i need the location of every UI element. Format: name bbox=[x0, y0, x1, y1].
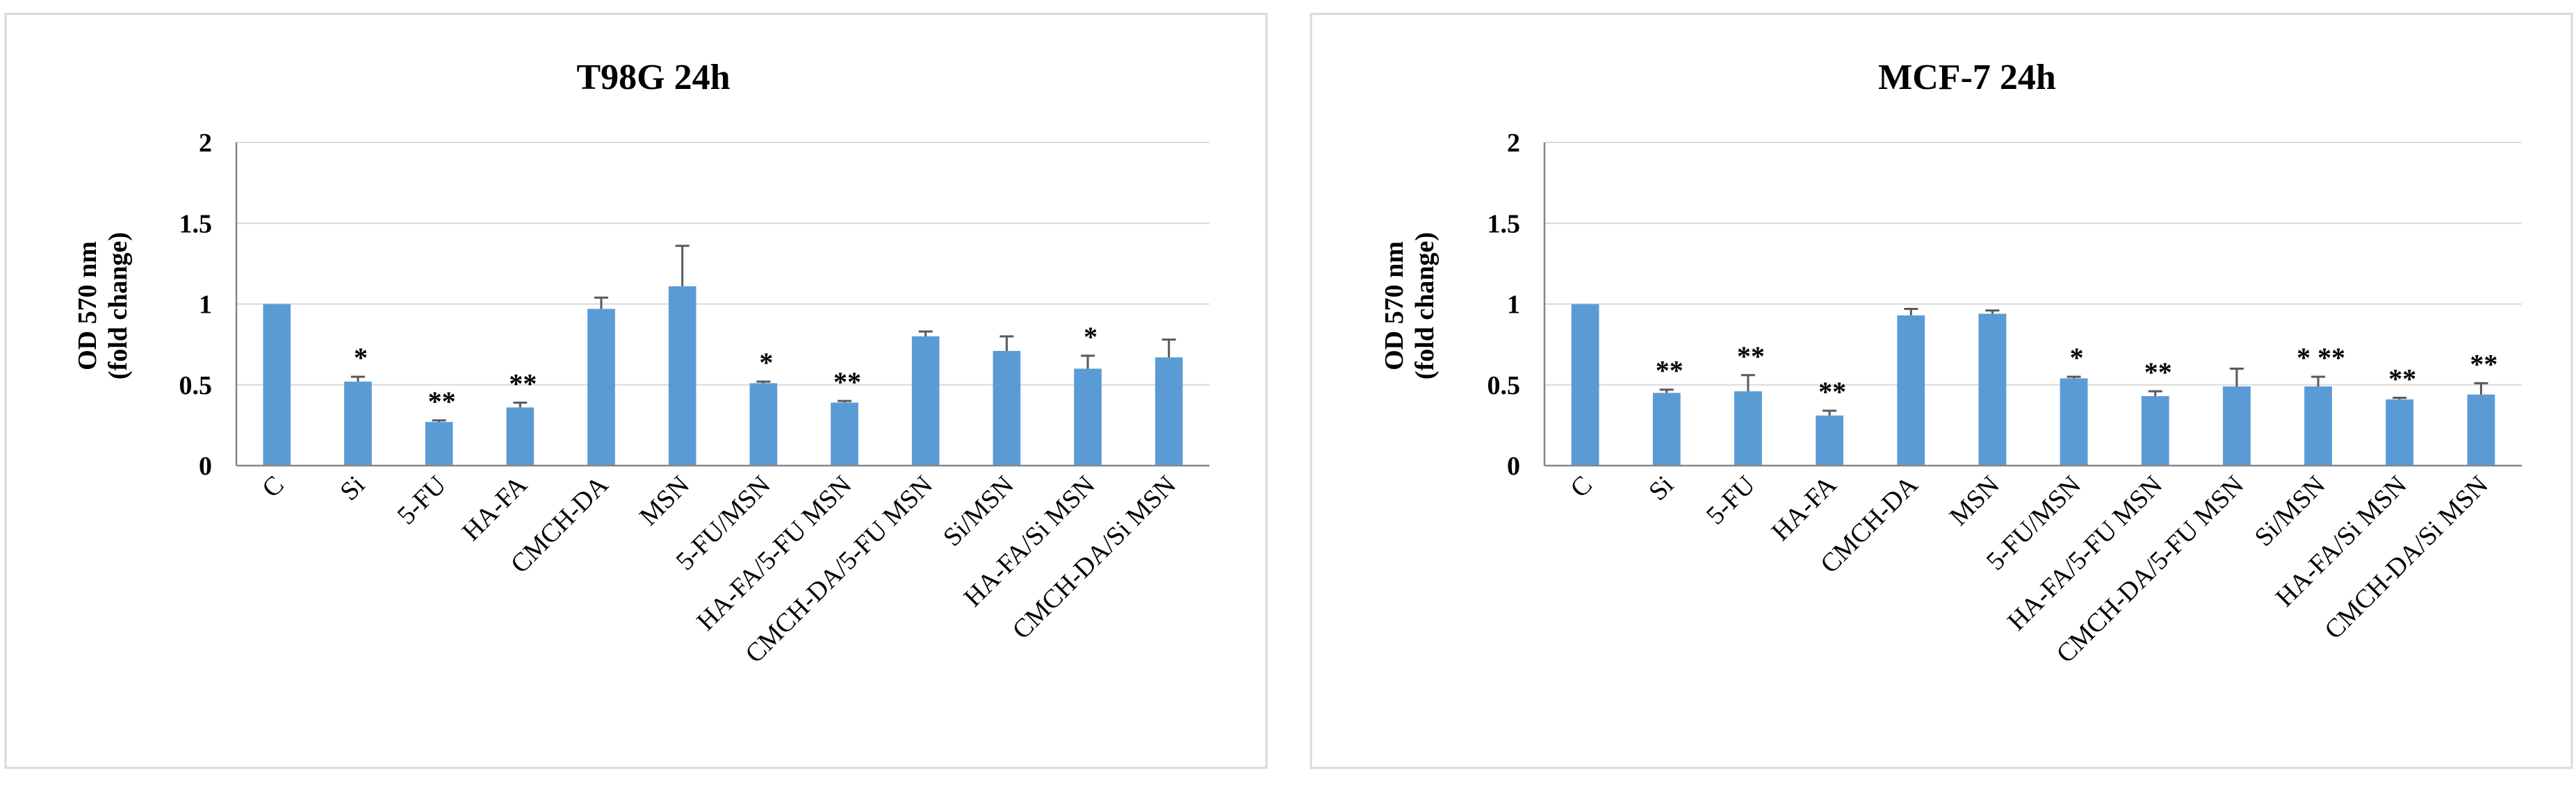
bar bbox=[2222, 386, 2251, 466]
bar bbox=[2060, 378, 2088, 466]
significance-marker: ** bbox=[428, 386, 456, 417]
bar bbox=[2467, 394, 2495, 466]
bars bbox=[263, 286, 1183, 466]
bar bbox=[1155, 357, 1183, 466]
chart-title: MCF-7 24h bbox=[1878, 58, 2056, 97]
bar bbox=[831, 402, 858, 466]
gridlines bbox=[235, 142, 1209, 466]
bar bbox=[263, 304, 291, 466]
bar bbox=[2386, 399, 2414, 466]
significance-markers: ********* bbox=[354, 321, 1098, 417]
bar bbox=[1734, 391, 1762, 466]
bar bbox=[1571, 304, 1599, 466]
bar bbox=[2304, 386, 2333, 466]
chart-frame bbox=[1310, 13, 2573, 769]
y-tick-labels: 0 0.5 1 1.5 2 bbox=[179, 129, 213, 481]
chart-panel-t98g: T98G 24h OD 570 nm (fold change) 0 0.5 1 1.… bbox=[4, 13, 1268, 769]
bars bbox=[1571, 304, 2495, 466]
y-axis-label-line2: (fold change) bbox=[104, 232, 133, 379]
significance-marker: * bbox=[1084, 321, 1098, 352]
y-axis-label-line1: OD 570 nm bbox=[73, 241, 102, 370]
significance-marker: ** bbox=[509, 368, 537, 399]
bar bbox=[1897, 315, 1925, 466]
bar bbox=[749, 383, 778, 466]
y-tick-label: 0.5 bbox=[179, 371, 213, 400]
significance-marker: ** bbox=[1818, 376, 1846, 407]
y-tick-label: 1 bbox=[1507, 290, 1520, 320]
significance-markers: ** ***** ** * **** ** bbox=[1656, 341, 2498, 407]
bar bbox=[2141, 396, 2169, 466]
y-tick-label: 0 bbox=[199, 452, 212, 481]
y-tick-label: 2 bbox=[199, 129, 212, 158]
bar bbox=[425, 422, 453, 466]
significance-marker: ** bbox=[1656, 355, 1684, 386]
error-bars bbox=[351, 245, 1176, 423]
significance-marker: * bbox=[759, 347, 773, 378]
significance-marker: * bbox=[354, 342, 368, 373]
bar bbox=[911, 336, 940, 466]
y-tick-label: 0.5 bbox=[1487, 371, 1521, 400]
bar bbox=[993, 350, 1021, 466]
y-tick-label: 1.5 bbox=[179, 209, 213, 238]
bar bbox=[1652, 393, 1681, 466]
bar bbox=[344, 382, 372, 466]
significance-marker: ** bbox=[1737, 341, 1765, 372]
bar bbox=[1816, 415, 1844, 466]
bar bbox=[1978, 313, 2007, 466]
significance-marker: ** bbox=[833, 366, 861, 398]
y-tick-label: 1 bbox=[199, 290, 212, 320]
significance-marker: ** bbox=[2144, 357, 2172, 388]
significance-marker: ** bbox=[2388, 363, 2416, 394]
bar bbox=[668, 286, 696, 466]
bar bbox=[587, 309, 615, 466]
bar bbox=[1074, 368, 1102, 466]
y-tick-label: 1.5 bbox=[1487, 209, 1521, 238]
chart-title: T98G 24h bbox=[576, 58, 730, 97]
significance-marker: * bbox=[2070, 342, 2084, 373]
y-tick-label: 2 bbox=[1507, 129, 1520, 158]
significance-marker: * ** bbox=[2297, 342, 2345, 373]
y-tick-labels: 0 0.5 1 1.5 2 bbox=[1487, 129, 1521, 481]
significance-marker: ** bbox=[2470, 348, 2497, 379]
error-bars bbox=[1659, 307, 2488, 416]
y-tick-label: 0 bbox=[1507, 452, 1520, 481]
bar bbox=[506, 407, 535, 466]
chart-frame bbox=[4, 13, 1268, 769]
y-axis-label-line1: OD 570 nm bbox=[1380, 241, 1409, 370]
y-axis-label-line2: (fold change) bbox=[1410, 232, 1440, 379]
gridlines bbox=[1543, 142, 2522, 466]
chart-panel-mcf7: MCF-7 24h OD 570 nm (fold change) 0 0.5 1 1… bbox=[1310, 13, 2573, 769]
